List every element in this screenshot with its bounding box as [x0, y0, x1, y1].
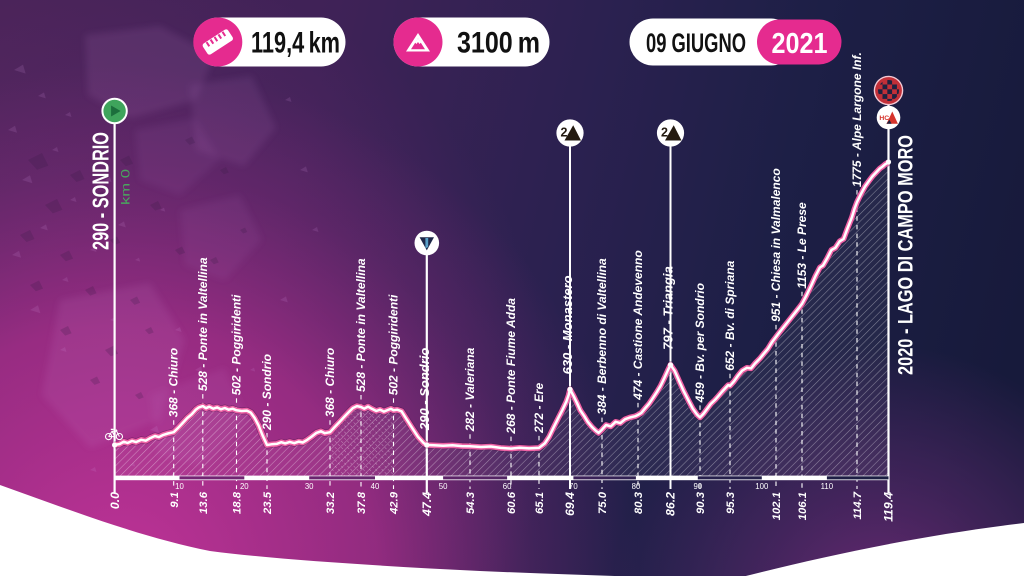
svg-text:119.4: 119.4: [882, 492, 896, 522]
svg-text:42.9: 42.9: [389, 491, 401, 515]
svg-text:37.8: 37.8: [356, 491, 368, 514]
svg-text:290 - SONDRIO: 290 - SONDRIO: [88, 132, 114, 250]
svg-text:40: 40: [371, 482, 380, 491]
svg-text:2: 2: [661, 126, 668, 140]
svg-text:2020 - LAGO DI CAMPO MORO: 2020 - LAGO DI CAMPO MORO: [894, 135, 918, 375]
svg-text:368 - Chiuro: 368 - Chiuro: [323, 348, 337, 417]
svg-text:384 - Berbenno di Valtellina: 384 - Berbenno di Valtellina: [595, 258, 609, 415]
svg-text:69.4: 69.4: [563, 492, 577, 516]
svg-text:1775 - Alpe Largone Inf.: 1775 - Alpe Largone Inf.: [850, 52, 864, 187]
svg-text:630 - Monastero: 630 - Monastero: [560, 275, 575, 374]
svg-text:1153 - Le Prese: 1153 - Le Prese: [795, 202, 809, 289]
svg-text:951 - Chiesa in Valmalenco: 951 - Chiesa in Valmalenco: [769, 168, 783, 322]
svg-text:23.5: 23.5: [262, 491, 274, 515]
svg-text:652 - Bv. di Spriana: 652 - Bv. di Spriana: [723, 260, 737, 370]
svg-text:502 - Poggiridenti: 502 - Poggiridenti: [387, 294, 401, 395]
svg-text:10: 10: [175, 482, 184, 491]
svg-text:114.7: 114.7: [852, 491, 864, 519]
svg-text:110: 110: [821, 482, 834, 491]
svg-text:268 - Ponte Fiume Adda: 268 - Ponte Fiume Adda: [504, 298, 518, 435]
svg-text:102.1: 102.1: [771, 492, 783, 520]
svg-text:65.1: 65.1: [534, 492, 546, 514]
svg-text:474 - Castione Andevenno: 474 - Castione Andevenno: [631, 250, 645, 401]
svg-text:100: 100: [755, 482, 769, 491]
svg-text:502 - Poggiridenti: 502 - Poggiridenti: [230, 294, 244, 395]
svg-text:290 - Sondrio: 290 - Sondrio: [260, 354, 274, 431]
svg-text:60.6: 60.6: [506, 491, 518, 514]
svg-text:272 - Ere: 272 - Ere: [532, 383, 546, 434]
svg-text:2: 2: [561, 126, 568, 140]
svg-text:30: 30: [305, 482, 314, 491]
svg-text:90.3: 90.3: [695, 491, 707, 514]
svg-text:HC: HC: [879, 115, 889, 122]
svg-text:90: 90: [693, 482, 702, 491]
svg-text:km 0: km 0: [119, 169, 133, 205]
svg-text:50: 50: [439, 482, 448, 491]
svg-text:13.6: 13.6: [198, 491, 210, 514]
svg-text:119,4 km: 119,4 km: [251, 27, 340, 60]
svg-text:86.2: 86.2: [664, 492, 678, 516]
svg-text:528 - Ponte in Valtellina: 528 - Ponte in Valtellina: [196, 257, 210, 391]
svg-text:9.1: 9.1: [169, 492, 181, 508]
svg-text:528 - Ponte in Valtellina: 528 - Ponte in Valtellina: [354, 258, 368, 392]
svg-text:80.3: 80.3: [633, 491, 645, 514]
svg-text:290 - Sondrio: 290 - Sondrio: [417, 348, 432, 431]
svg-text:47.4: 47.4: [420, 492, 434, 517]
svg-text:106.1: 106.1: [797, 492, 809, 520]
svg-text:368 - Chiuro: 368 - Chiuro: [167, 348, 181, 417]
svg-text:20: 20: [240, 482, 249, 491]
svg-text:33.2: 33.2: [325, 491, 337, 514]
svg-text:75.0: 75.0: [597, 491, 609, 514]
svg-text:80: 80: [632, 482, 641, 491]
svg-text:0.0: 0.0: [108, 492, 122, 509]
svg-text:459 - Bv. per Sondrio: 459 - Bv. per Sondrio: [693, 283, 707, 403]
svg-text:3100 m: 3100 m: [457, 27, 540, 60]
svg-text:60: 60: [503, 482, 512, 491]
svg-text:282 - Valeriana: 282 - Valeriana: [463, 347, 477, 432]
svg-text:2021: 2021: [772, 28, 828, 60]
svg-text:18.8: 18.8: [232, 491, 244, 514]
svg-text:70: 70: [569, 482, 578, 491]
svg-text:54.3: 54.3: [465, 491, 477, 514]
svg-text:09 GIUGNO: 09 GIUGNO: [646, 28, 746, 58]
svg-text:95.3: 95.3: [725, 491, 737, 514]
svg-text:797 - Triangia: 797 - Triangia: [661, 266, 676, 350]
